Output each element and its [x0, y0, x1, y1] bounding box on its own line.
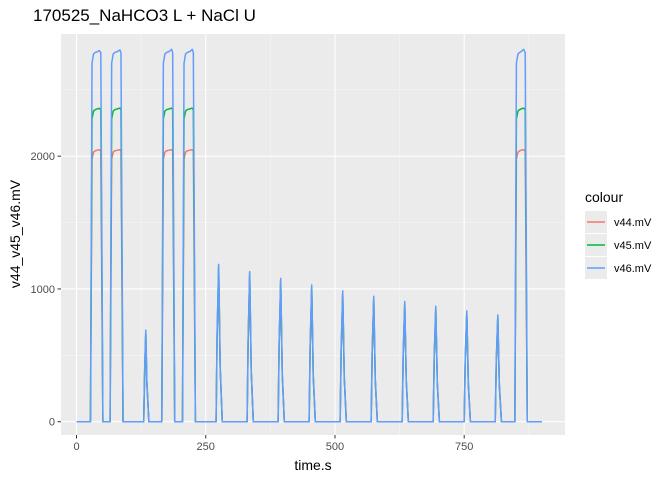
chart-title: 170525_NaHCO3 L + NaCl U [33, 6, 256, 25]
grid-minor-lines [61, 34, 565, 435]
legend-label-v46-mV: v46.mV [614, 263, 652, 275]
x-tick-label: 250 [197, 441, 215, 453]
axis-ticks [57, 155, 465, 439]
x-tick-label: 0 [73, 441, 79, 453]
x-tick-label: 500 [326, 441, 344, 453]
y-tick-label: 1000 [31, 284, 55, 296]
legend: colour v44.mV v45.mV v46.mV [585, 189, 652, 279]
legend-label-v45-mV: v45.mV [614, 240, 652, 252]
series-lines [76, 48, 542, 423]
series-line-v46-mV [76, 48, 542, 423]
y-tick-label: 0 [49, 417, 55, 429]
x-tick-label: 750 [455, 441, 473, 453]
legend-title: colour [585, 189, 623, 205]
legend-label-v44-mV: v44.mV [614, 217, 652, 229]
y-tick-label: 2000 [31, 151, 55, 163]
y-axis-label: v44_v45_v46.mV [7, 179, 23, 288]
x-axis-label: time.s [294, 457, 331, 473]
y-tick-labels: 0 1000 2000 [31, 151, 55, 429]
x-tick-labels: 0 250 500 750 [73, 441, 473, 453]
